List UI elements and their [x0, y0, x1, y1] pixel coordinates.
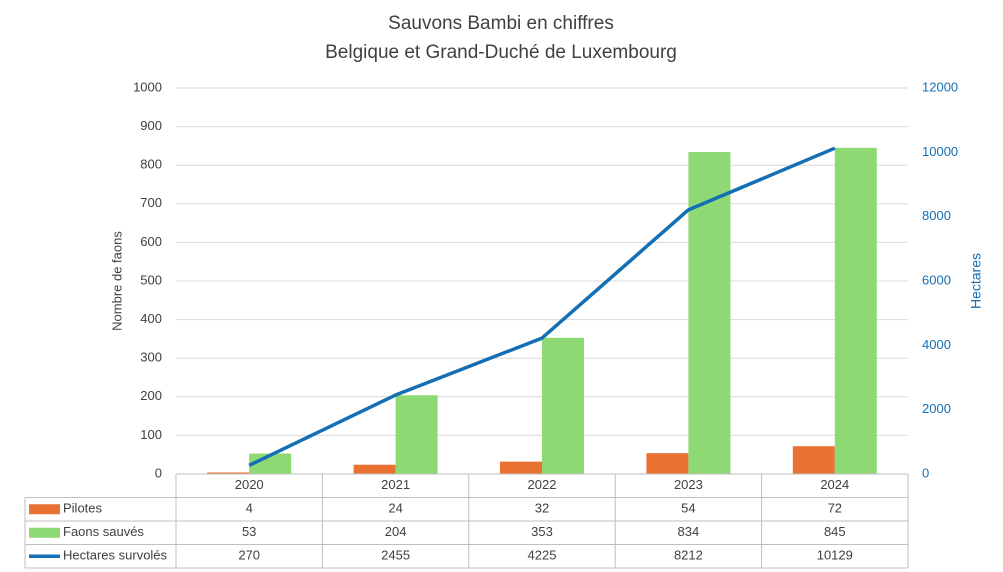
legend-label: Faons sauvés [63, 524, 144, 539]
x-tick-label: 2021 [381, 477, 410, 492]
table-value: 4225 [528, 548, 557, 563]
y-tick-label: 400 [140, 311, 162, 326]
table-value: 4 [246, 501, 253, 516]
y2-tick-label: 2000 [922, 401, 951, 416]
legend-label: Hectares survolés [63, 548, 168, 563]
table-value: 2455 [381, 548, 410, 563]
y-tick-label: 900 [140, 118, 162, 133]
table-value: 24 [388, 501, 402, 516]
table-value: 845 [824, 524, 846, 539]
bar [646, 453, 689, 474]
y2-axis-label: Hectares [968, 253, 984, 309]
x-tick-label: 2020 [235, 477, 264, 492]
line-series [248, 146, 836, 467]
x-tick-label: 2022 [528, 477, 557, 492]
legend-key [29, 527, 60, 538]
legend-label: Pilotes [63, 501, 103, 516]
table-value: 32 [535, 501, 549, 516]
chart-title: Sauvons Bambi en chiffres [388, 13, 614, 34]
y-tick-label: 100 [140, 427, 162, 442]
bar [207, 472, 250, 474]
table-value: 204 [385, 524, 407, 539]
bar [500, 461, 542, 474]
table-value: 72 [828, 501, 842, 516]
y2-tick-label: 8000 [922, 208, 951, 223]
y-tick-label: 1000 [133, 79, 162, 94]
y2-tick-label: 12000 [922, 79, 958, 94]
table-value: 53 [242, 524, 256, 539]
table-value: 8212 [674, 548, 703, 563]
y-tick-label: 200 [140, 388, 162, 403]
y-tick-label: 800 [140, 157, 162, 172]
y2-tick-label: 4000 [922, 337, 951, 352]
bar [395, 395, 438, 474]
table-value: 834 [678, 524, 700, 539]
y-tick-label: 500 [140, 272, 162, 287]
y-axis-label: Nombre de faons [109, 231, 124, 331]
x-tick-label: 2024 [820, 477, 849, 492]
y-tick-label: 0 [155, 465, 162, 480]
y-tick-label: 300 [140, 350, 162, 365]
chart-subtitle: Belgique et Grand-Duché de Luxembourg [325, 42, 677, 63]
table-value: 54 [681, 501, 695, 516]
y-tick-label: 700 [140, 195, 162, 210]
bar [792, 446, 835, 474]
y-tick-label: 600 [140, 234, 162, 249]
x-tick-label: 2023 [674, 477, 703, 492]
bar [353, 464, 396, 474]
y2-tick-label: 0 [922, 465, 929, 480]
table-value: 353 [531, 524, 553, 539]
legend-key [29, 504, 60, 515]
table-value: 270 [238, 548, 260, 563]
y2-tick-label: 6000 [922, 272, 951, 287]
table-value: 10129 [817, 548, 853, 563]
y2-tick-label: 10000 [922, 144, 958, 159]
bar [542, 337, 584, 474]
bar [834, 147, 877, 474]
